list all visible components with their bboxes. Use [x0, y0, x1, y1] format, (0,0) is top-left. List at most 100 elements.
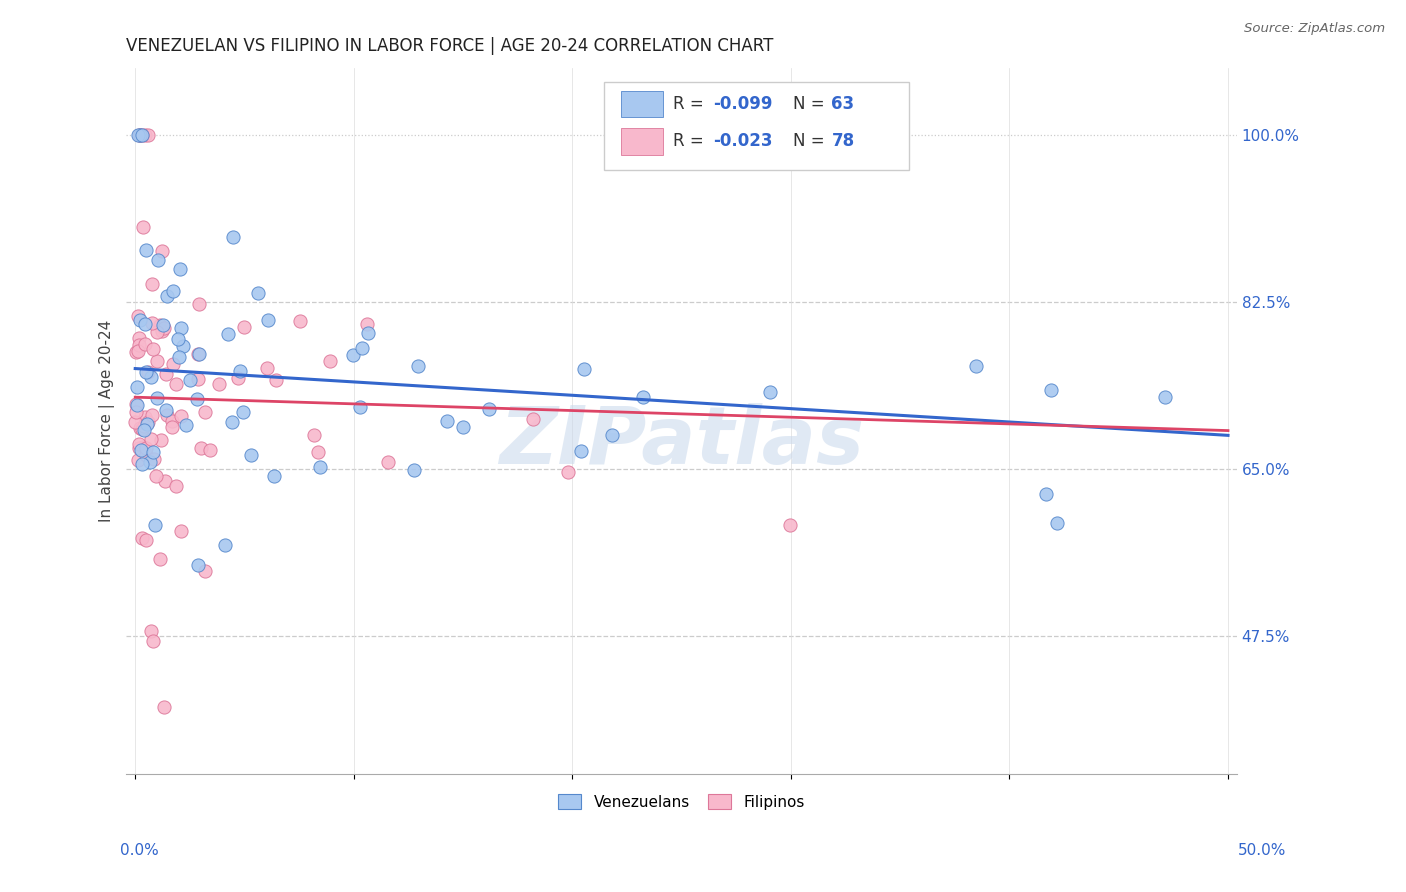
- Point: [155, 402, 177, 417]
- Point: [170, 409, 193, 423]
- Point: [1035, 487, 1057, 501]
- FancyBboxPatch shape: [620, 91, 662, 118]
- Point: [141, 316, 163, 330]
- Point: [129, 128, 152, 142]
- Point: [141, 408, 163, 422]
- Point: [129, 421, 152, 435]
- Point: [128, 437, 150, 451]
- Point: [142, 445, 165, 459]
- Point: [574, 361, 596, 376]
- Point: [127, 344, 149, 359]
- Point: [127, 309, 149, 323]
- Point: [207, 376, 229, 391]
- Point: [132, 418, 155, 433]
- Point: [134, 318, 156, 332]
- FancyBboxPatch shape: [620, 128, 662, 155]
- Point: [128, 128, 150, 142]
- Point: [136, 128, 159, 142]
- Point: [150, 433, 173, 447]
- Point: [356, 317, 378, 331]
- Point: [263, 469, 285, 483]
- Y-axis label: In Labor Force | Age 20-24: In Labor Force | Age 20-24: [100, 320, 115, 522]
- Point: [134, 337, 156, 351]
- Point: [155, 474, 177, 488]
- Point: [125, 397, 148, 411]
- Point: [222, 230, 245, 244]
- Point: [170, 524, 193, 538]
- Point: [145, 354, 167, 368]
- Point: [759, 384, 782, 399]
- Point: [319, 354, 342, 368]
- Point: [264, 373, 287, 387]
- Point: [152, 318, 174, 333]
- Point: [453, 419, 475, 434]
- Point: [633, 390, 655, 404]
- Point: [128, 442, 150, 456]
- Point: [188, 297, 211, 311]
- Point: [128, 331, 150, 345]
- Point: [136, 415, 159, 429]
- Point: [143, 452, 166, 467]
- Point: [194, 405, 217, 419]
- Point: [187, 558, 209, 573]
- Point: [1153, 390, 1175, 404]
- Point: [131, 220, 153, 235]
- Point: [142, 633, 165, 648]
- Point: [141, 432, 163, 446]
- Point: [307, 445, 329, 459]
- Point: [187, 347, 209, 361]
- Point: [406, 359, 429, 373]
- Point: [162, 357, 184, 371]
- Point: [304, 428, 326, 442]
- Point: [156, 289, 179, 303]
- Point: [176, 417, 198, 432]
- Point: [290, 314, 312, 328]
- Point: [194, 564, 217, 578]
- Text: ZIPatlas: ZIPatlas: [499, 403, 865, 481]
- Point: [131, 532, 153, 546]
- Point: [143, 518, 166, 533]
- Point: [146, 325, 169, 339]
- Point: [965, 359, 987, 373]
- Text: R =: R =: [672, 95, 709, 113]
- Point: [127, 453, 149, 467]
- Point: [128, 338, 150, 352]
- Point: [228, 371, 250, 385]
- Text: VENEZUELAN VS FILIPINO IN LABOR FORCE | AGE 20-24 CORRELATION CHART: VENEZUELAN VS FILIPINO IN LABOR FORCE | …: [127, 37, 773, 55]
- Point: [135, 448, 157, 462]
- Point: [377, 455, 399, 469]
- Point: [135, 365, 157, 379]
- Point: [145, 391, 167, 405]
- Point: [232, 319, 254, 334]
- Point: [149, 318, 172, 332]
- Point: [135, 243, 157, 257]
- Point: [167, 350, 190, 364]
- Text: 78: 78: [831, 132, 855, 151]
- Text: -0.099: -0.099: [713, 95, 772, 113]
- Point: [357, 326, 380, 340]
- Point: [522, 411, 544, 425]
- Point: [124, 405, 146, 419]
- Point: [131, 128, 153, 142]
- Point: [349, 401, 371, 415]
- Point: [136, 417, 159, 431]
- Point: [166, 332, 188, 346]
- Point: [156, 408, 179, 422]
- Point: [308, 459, 330, 474]
- Point: [146, 253, 169, 268]
- Point: [142, 342, 165, 356]
- Point: [131, 422, 153, 436]
- FancyBboxPatch shape: [605, 82, 910, 170]
- Point: [257, 312, 280, 326]
- Point: [160, 420, 183, 434]
- Point: [141, 277, 163, 291]
- Point: [152, 324, 174, 338]
- Point: [247, 286, 270, 301]
- Point: [200, 442, 222, 457]
- Point: [134, 410, 156, 425]
- Point: [136, 365, 159, 379]
- Point: [342, 348, 364, 362]
- Point: [129, 128, 152, 142]
- Point: [779, 518, 801, 533]
- Point: [256, 361, 278, 376]
